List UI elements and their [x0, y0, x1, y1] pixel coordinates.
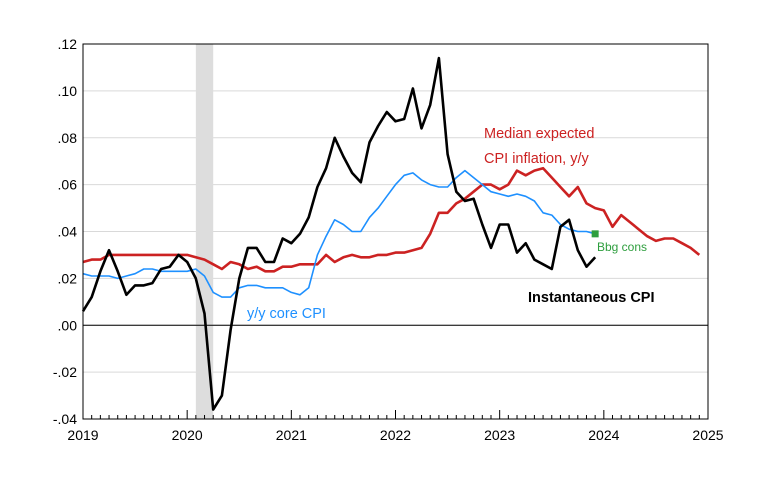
x-tick-label: 2020 — [172, 427, 203, 443]
median-label-line2: CPI inflation, y/y — [484, 151, 590, 167]
recession-band — [195, 44, 214, 419]
x-tick-label: 2024 — [588, 427, 619, 443]
x-tick-label: 2021 — [276, 427, 307, 443]
y-tick-label: .12 — [58, 36, 78, 52]
y-tick-label: .08 — [58, 130, 78, 146]
series-lines — [81, 56, 701, 411]
median-label-line1: Median expected — [484, 126, 594, 142]
grid — [83, 43, 708, 420]
y-tick-label: .02 — [58, 270, 78, 286]
y-tick-label: .00 — [58, 317, 78, 333]
x-tick-label: 2025 — [692, 427, 723, 443]
core-cpi-label: y/y core CPI — [247, 306, 326, 322]
y-tick-label: .04 — [58, 224, 78, 240]
series-line-instantaneous-cpi — [81, 56, 597, 411]
series-line-median-expected-cpi-inflation-y-y — [82, 166, 701, 273]
recession-shading — [195, 44, 214, 419]
y-tick-label: .06 — [58, 177, 78, 193]
x-tick-label: 2022 — [380, 427, 411, 443]
bbg-cons-label: Bbg cons — [597, 240, 647, 254]
y-axis: .12 .10 .08 .06 .04 .02 .00 -.02 -.04 — [53, 36, 77, 427]
y-tick-label: .10 — [58, 83, 78, 99]
instantaneous-cpi-label: Instantaneous CPI — [528, 290, 655, 306]
x-tick-label: 2023 — [484, 427, 515, 443]
bbg-cons-point — [591, 230, 599, 238]
points — [591, 230, 599, 238]
series-line-y-y-core-cpi — [82, 169, 596, 298]
x-axis: 2019 2020 2021 2022 2023 2024 2025 — [67, 410, 724, 443]
x-tick-label: 2019 — [67, 427, 98, 443]
y-tick-label: -.04 — [53, 411, 77, 427]
y-tick-label: -.02 — [53, 364, 77, 380]
